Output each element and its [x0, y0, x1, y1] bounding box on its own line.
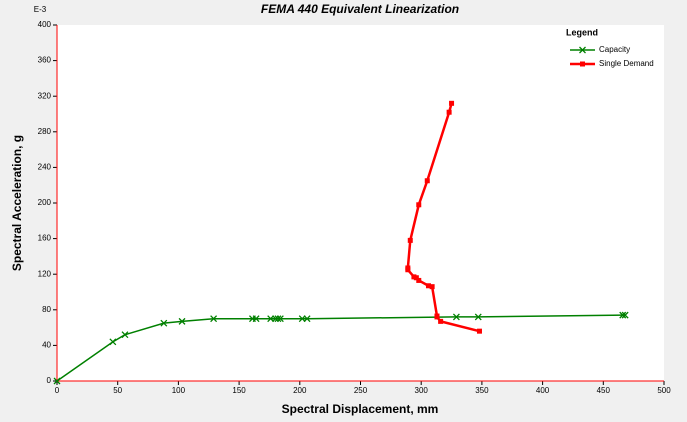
legend-title: Legend: [566, 27, 598, 37]
y-tick-label: 80: [42, 305, 51, 314]
x-tick-label: 400: [536, 386, 550, 395]
marker: [429, 284, 435, 290]
marker: [438, 318, 444, 324]
marker: [449, 100, 455, 106]
marker: [619, 311, 627, 319]
marker: [178, 317, 186, 325]
marker: [425, 283, 431, 289]
marker: [276, 315, 284, 323]
y-tick-label: 160: [38, 234, 52, 243]
marker: [452, 313, 460, 321]
y-multiplier: E-3: [34, 5, 47, 14]
marker: [160, 319, 168, 327]
plot-area: [57, 25, 664, 381]
y-tick-label: 280: [38, 127, 52, 136]
x-tick-label: 50: [113, 386, 122, 395]
y-tick-label: 320: [38, 91, 52, 100]
y-tick-label: 0: [47, 376, 52, 385]
legend-label: Capacity: [599, 45, 630, 54]
legend-marker: [579, 46, 586, 54]
marker: [405, 265, 411, 271]
marker: [416, 202, 422, 208]
marker: [446, 109, 452, 115]
y-tick-label: 120: [38, 269, 52, 278]
x-tick-label: 450: [597, 386, 611, 395]
y-tick-label: 360: [38, 56, 52, 65]
marker: [424, 178, 430, 184]
y-tick-label: 200: [38, 198, 52, 207]
marker: [274, 315, 282, 323]
marker: [621, 311, 629, 319]
x-tick-label: 250: [354, 386, 368, 395]
marker: [210, 315, 218, 323]
marker: [303, 315, 311, 323]
y-axis-label: Spectral Acceleration, g: [10, 135, 24, 271]
marker: [252, 315, 260, 323]
marker: [434, 313, 440, 319]
legend-label: Single Demand: [599, 59, 654, 68]
x-tick-label: 100: [172, 386, 186, 395]
x-tick-label: 150: [232, 386, 246, 395]
y-tick-label: 40: [42, 341, 51, 350]
x-tick-label: 500: [657, 386, 671, 395]
x-tick-label: 200: [293, 386, 307, 395]
x-tick-label: 0: [55, 386, 60, 395]
marker: [411, 274, 417, 280]
legend-marker: [580, 61, 585, 67]
x-tick-label: 300: [415, 386, 429, 395]
marker: [121, 331, 129, 339]
marker: [109, 338, 117, 346]
marker: [474, 313, 482, 321]
chart-title: FEMA 440 Equivalent Linearization: [261, 2, 459, 16]
marker: [53, 377, 61, 385]
y-tick-label: 240: [38, 163, 52, 172]
x-axis-label: Spectral Displacement, mm: [282, 402, 439, 416]
marker: [416, 277, 422, 283]
x-tick-label: 350: [475, 386, 489, 395]
series-line: [56, 314, 626, 382]
marker: [476, 328, 482, 334]
y-tick-label: 400: [38, 20, 52, 29]
marker: [407, 237, 413, 243]
